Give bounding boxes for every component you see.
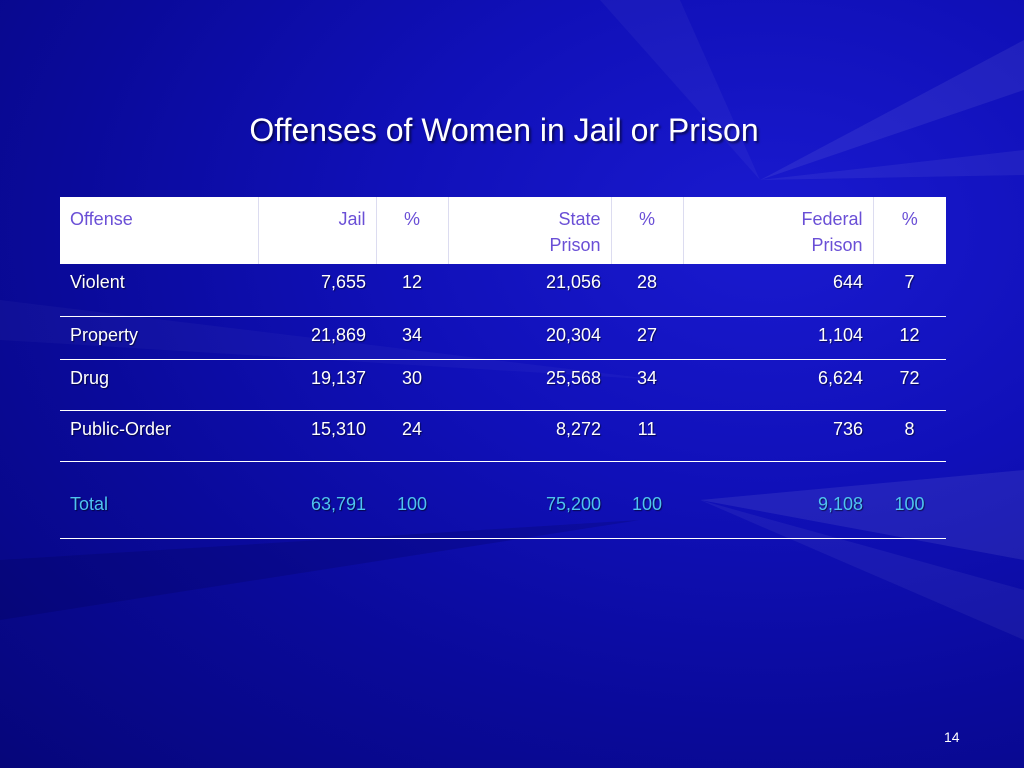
table-total-row: Total 63,791 100 75,200 100 9,108 100 <box>60 461 946 539</box>
cell-state: 21,056 <box>448 264 611 317</box>
cell-state-pct: 34 <box>611 359 683 411</box>
cell-federal: 6,624 <box>683 359 873 411</box>
header-state-pct: % <box>610 197 683 264</box>
table-row: Public-Order 15,310 24 8,272 11 736 8 <box>60 410 946 462</box>
table-header-row: Offense Jail % State Prison % Federal Pris… <box>60 197 946 264</box>
cell-federal-pct: 7 <box>873 264 946 317</box>
header-offense: Offense <box>60 197 258 264</box>
header-jail-pct: % <box>375 197 448 264</box>
cell-jail-pct: 30 <box>376 359 448 411</box>
cell-state: 8,272 <box>448 410 611 462</box>
cell-jail-pct: 24 <box>376 410 448 462</box>
cell-state-pct: 27 <box>611 316 683 360</box>
cell-state-pct: 11 <box>611 410 683 462</box>
cell-offense: Property <box>60 316 258 360</box>
offenses-table: Offense Jail % State Prison % Federal Pris… <box>60 197 946 539</box>
total-federal-pct: 100 <box>873 461 946 539</box>
cell-offense: Public-Order <box>60 410 258 462</box>
header-jail: Jail <box>257 197 376 264</box>
total-offense: Total <box>60 461 258 539</box>
cell-state: 20,304 <box>448 316 611 360</box>
cell-federal: 736 <box>683 410 873 462</box>
header-federal-prison: Federal Prison <box>682 197 873 264</box>
cell-federal-pct: 12 <box>873 316 946 360</box>
header-state-line2: Prison <box>549 235 601 255</box>
cell-offense: Violent <box>60 264 258 317</box>
cell-federal: 1,104 <box>683 316 873 360</box>
cell-federal: 644 <box>683 264 873 317</box>
cell-state: 25,568 <box>448 359 611 411</box>
cell-jail: 7,655 <box>258 264 376 317</box>
cell-jail: 21,869 <box>258 316 376 360</box>
table-row: Drug 19,137 30 25,568 34 6,624 72 <box>60 359 946 411</box>
total-jail: 63,791 <box>258 461 376 539</box>
cell-jail-pct: 34 <box>376 316 448 360</box>
header-federal-line2: Prison <box>811 235 863 255</box>
cell-federal-pct: 72 <box>873 359 946 411</box>
total-jail-pct: 100 <box>376 461 448 539</box>
cell-offense: Drug <box>60 359 258 411</box>
cell-jail: 19,137 <box>258 359 376 411</box>
header-state-prison: State Prison <box>447 197 611 264</box>
table-row: Violent 7,655 12 21,056 28 644 7 <box>60 264 946 317</box>
page-number: 14 <box>944 729 960 745</box>
header-federal-pct: % <box>872 197 946 264</box>
total-state: 75,200 <box>448 461 611 539</box>
slide-title: Offenses of Women in Jail or Prison <box>249 112 759 148</box>
header-state-line1: State <box>558 209 601 229</box>
total-state-pct: 100 <box>611 461 683 539</box>
cell-jail: 15,310 <box>258 410 376 462</box>
total-federal: 9,108 <box>683 461 873 539</box>
header-federal-line1: Federal <box>801 209 863 229</box>
table-row: Property 21,869 34 20,304 27 1,104 12 <box>60 316 946 360</box>
cell-jail-pct: 12 <box>376 264 448 317</box>
cell-federal-pct: 8 <box>873 410 946 462</box>
cell-state-pct: 28 <box>611 264 683 317</box>
